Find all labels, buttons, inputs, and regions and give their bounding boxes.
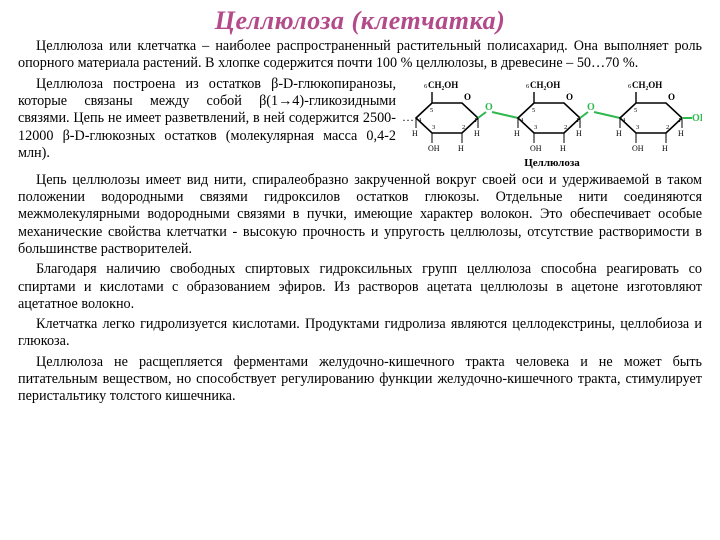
svg-text:…: … [402, 110, 414, 124]
svg-text:H: H [576, 129, 582, 138]
svg-text:3: 3 [432, 124, 435, 131]
svg-text:H: H [514, 129, 520, 138]
svg-text:OH: OH [530, 144, 542, 153]
paragraph-3: Цепь целлюлозы имеет вид нити, спиралеоб… [18, 172, 702, 259]
paragraph-4: Благодаря наличию свободных спиртовых ги… [18, 261, 702, 313]
page-title: Целлюлоза (клетчатка) [18, 6, 702, 36]
svg-text:OH: OH [428, 144, 440, 153]
svg-text:CH₂OH: CH₂OH [428, 80, 458, 90]
svg-text:O: O [566, 92, 573, 102]
svg-text:O: O [668, 92, 675, 102]
svg-text:H: H [412, 129, 418, 138]
svg-text:O: O [587, 102, 595, 113]
paragraph-1: Целлюлоза или клетчатка – наиболее распр… [18, 38, 702, 73]
svg-text:5: 5 [430, 107, 433, 114]
svg-text:O: O [464, 92, 471, 102]
cellulose-diagram: O6CH₂OHHOHHH54321O…O6CH₂OHHOHHH54321OO6C… [402, 78, 702, 170]
svg-text:2: 2 [666, 124, 669, 131]
svg-text:1: 1 [576, 117, 579, 124]
svg-text:5: 5 [532, 107, 535, 114]
svg-text:H: H [678, 129, 684, 138]
svg-text:2: 2 [462, 124, 465, 131]
svg-text:5: 5 [634, 107, 637, 114]
svg-text:3: 3 [636, 124, 639, 131]
svg-text:H: H [474, 129, 480, 138]
svg-text:CH₂OH: CH₂OH [632, 80, 662, 90]
svg-text:H: H [662, 144, 668, 153]
svg-text:H: H [616, 129, 622, 138]
svg-text:O: O [485, 102, 493, 113]
svg-text:H: H [560, 144, 566, 153]
svg-text:H: H [458, 144, 464, 153]
svg-text:1: 1 [474, 117, 477, 124]
paragraph-6: Целлюлоза не расщепляется ферментами жел… [18, 354, 702, 406]
wrap-section: O6CH₂OHHOHHH54321O…O6CH₂OHHOHHH54321OO6C… [18, 76, 702, 172]
svg-text:1: 1 [678, 117, 681, 124]
svg-text:CH₂OH: CH₂OH [530, 80, 560, 90]
svg-text:Целлюлоза: Целлюлоза [524, 157, 580, 169]
svg-text:OH: OH [632, 144, 644, 153]
svg-text:3: 3 [534, 124, 537, 131]
svg-text:2: 2 [564, 124, 567, 131]
slide: Целлюлоза (клетчатка) Целлюлоза или клет… [0, 0, 720, 540]
svg-text:OH: OH [692, 113, 702, 124]
paragraph-5: Клетчатка легко гидролизуется кислотами.… [18, 316, 702, 351]
